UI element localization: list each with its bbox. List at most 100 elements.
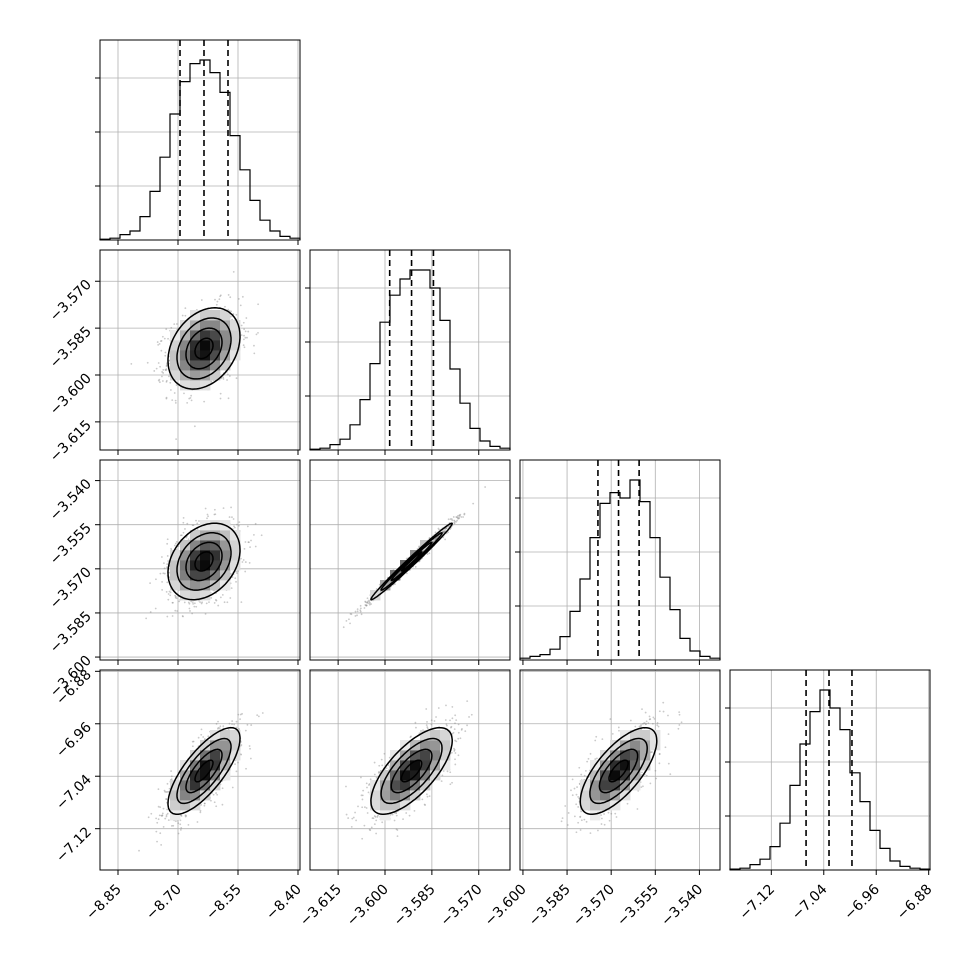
sample-point <box>166 542 169 545</box>
density-cell <box>170 780 181 791</box>
sample-point <box>250 539 252 542</box>
sample-point <box>380 590 382 593</box>
density-cell <box>180 360 191 371</box>
y-tick-label: −7.04 <box>53 772 95 814</box>
sample-point <box>366 601 369 604</box>
sample-point <box>217 727 219 730</box>
density-cell <box>190 360 201 371</box>
sample-point <box>459 513 462 516</box>
sample-point <box>235 770 238 773</box>
sample-point <box>158 378 161 381</box>
sample-point <box>240 324 243 327</box>
density-cell <box>200 790 211 801</box>
sample-point <box>368 600 371 603</box>
sample-point <box>240 334 243 337</box>
sample-point <box>241 561 244 563</box>
sample-point <box>175 597 178 600</box>
sample-point <box>172 601 174 604</box>
sample-point <box>156 341 159 343</box>
sample-point <box>162 825 165 828</box>
density-cell <box>200 320 211 331</box>
sample-point <box>231 786 234 789</box>
sample-point <box>165 590 168 593</box>
sample-point <box>255 333 258 336</box>
density-cell <box>230 350 241 361</box>
density-cell <box>200 330 211 341</box>
sample-point <box>215 599 218 602</box>
sample-point <box>175 540 178 543</box>
sample-point <box>195 519 197 522</box>
sample-point <box>158 381 161 384</box>
sample-point <box>215 792 217 794</box>
sample-point <box>165 798 168 801</box>
density-cell <box>190 370 201 381</box>
sample-point <box>215 303 218 306</box>
sample-point <box>191 612 194 615</box>
sample-point <box>161 375 163 378</box>
sample-point <box>203 400 206 403</box>
density-cell <box>200 360 211 371</box>
panel-frame <box>729 669 931 871</box>
sample-point <box>168 571 171 574</box>
sample-point <box>230 587 233 590</box>
sample-point <box>453 522 456 525</box>
sample-point <box>201 601 203 604</box>
sample-point <box>161 812 164 815</box>
sample-point <box>157 818 160 821</box>
sample-point <box>378 770 380 773</box>
sample-point <box>366 786 368 789</box>
sample-point <box>170 770 173 772</box>
sample-point <box>182 516 185 519</box>
sample-point <box>434 538 437 541</box>
sample-point <box>234 577 237 580</box>
density-cell <box>210 350 221 361</box>
sample-point <box>165 396 168 399</box>
sample-point <box>444 538 447 541</box>
density-cell <box>180 340 191 351</box>
sample-point <box>253 352 256 355</box>
density-cell <box>170 570 181 581</box>
density-cell <box>220 350 231 361</box>
sample-point <box>364 600 367 603</box>
sample-point <box>153 370 156 372</box>
density-cell <box>200 530 211 541</box>
sample-point <box>364 601 367 604</box>
sample-point <box>210 380 212 383</box>
sample-point <box>239 718 241 721</box>
sample-point <box>166 782 169 785</box>
sample-point <box>187 601 190 604</box>
sample-point <box>173 392 176 394</box>
density-cell <box>200 570 211 581</box>
density-cell <box>180 540 191 551</box>
sample-point <box>160 349 163 352</box>
sample-point <box>206 517 208 520</box>
sample-point <box>184 528 186 530</box>
panel-content <box>310 670 510 870</box>
sample-point <box>455 516 458 518</box>
panel-frame <box>99 249 301 451</box>
sample-point <box>200 602 203 605</box>
sample-point <box>195 605 198 608</box>
density-cell <box>210 520 221 531</box>
sample-point <box>395 814 398 817</box>
sample-point <box>203 804 206 807</box>
sample-point <box>447 531 449 534</box>
panel-content <box>310 460 510 660</box>
sample-point <box>161 589 164 591</box>
sample-point <box>191 745 194 748</box>
density-cell <box>200 590 211 601</box>
panel-frame <box>309 249 511 451</box>
sample-point <box>174 820 177 823</box>
sample-point <box>408 814 411 817</box>
density-cell <box>210 340 221 351</box>
sample-point <box>458 515 461 517</box>
sample-point <box>216 300 219 303</box>
hist-panel-3 <box>515 459 721 661</box>
panel-frame <box>99 39 301 241</box>
sample-point <box>359 607 362 610</box>
sample-point <box>229 597 232 599</box>
sample-point <box>364 604 367 606</box>
contour-level-2 <box>390 541 433 582</box>
sample-point <box>378 764 381 767</box>
sample-point <box>161 335 164 338</box>
